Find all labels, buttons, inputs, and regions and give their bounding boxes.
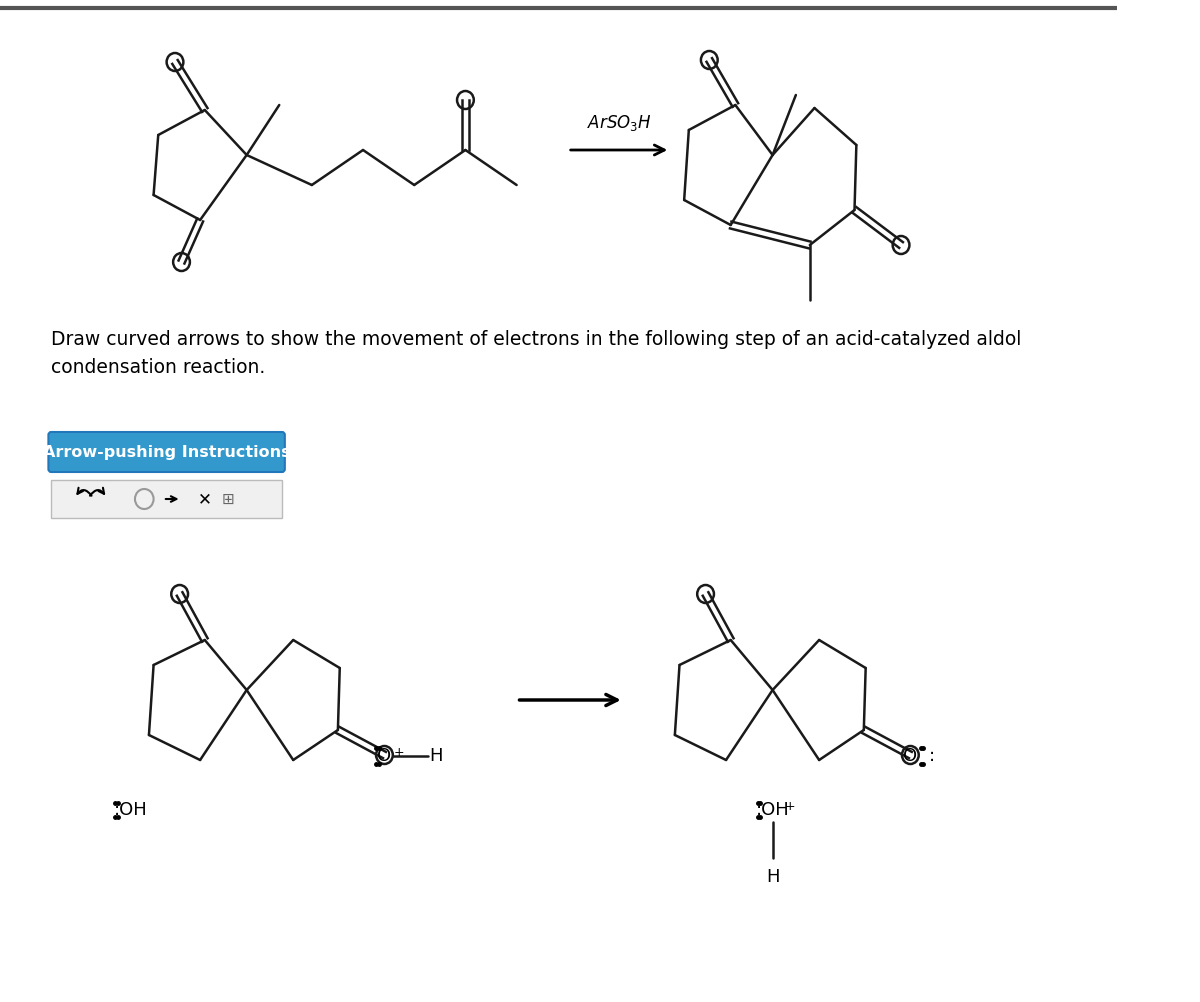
Text: :OH: :OH xyxy=(114,801,148,819)
Text: +: + xyxy=(394,746,404,759)
Text: ⊞: ⊞ xyxy=(222,492,234,506)
Text: :: : xyxy=(929,747,935,765)
Text: ✕: ✕ xyxy=(198,490,211,508)
Text: O: O xyxy=(904,747,918,765)
Text: +: + xyxy=(785,800,796,813)
Text: H: H xyxy=(766,868,779,886)
Text: ArSO$_3$H: ArSO$_3$H xyxy=(587,113,652,133)
Text: O: O xyxy=(377,747,391,765)
Text: Draw curved arrows to show the movement of electrons in the following step of an: Draw curved arrows to show the movement … xyxy=(52,330,1021,377)
Text: H: H xyxy=(428,747,443,765)
FancyBboxPatch shape xyxy=(52,480,282,518)
Text: Arrow-pushing Instructions: Arrow-pushing Instructions xyxy=(43,445,290,460)
FancyBboxPatch shape xyxy=(48,432,284,472)
Text: :OH: :OH xyxy=(756,801,790,819)
